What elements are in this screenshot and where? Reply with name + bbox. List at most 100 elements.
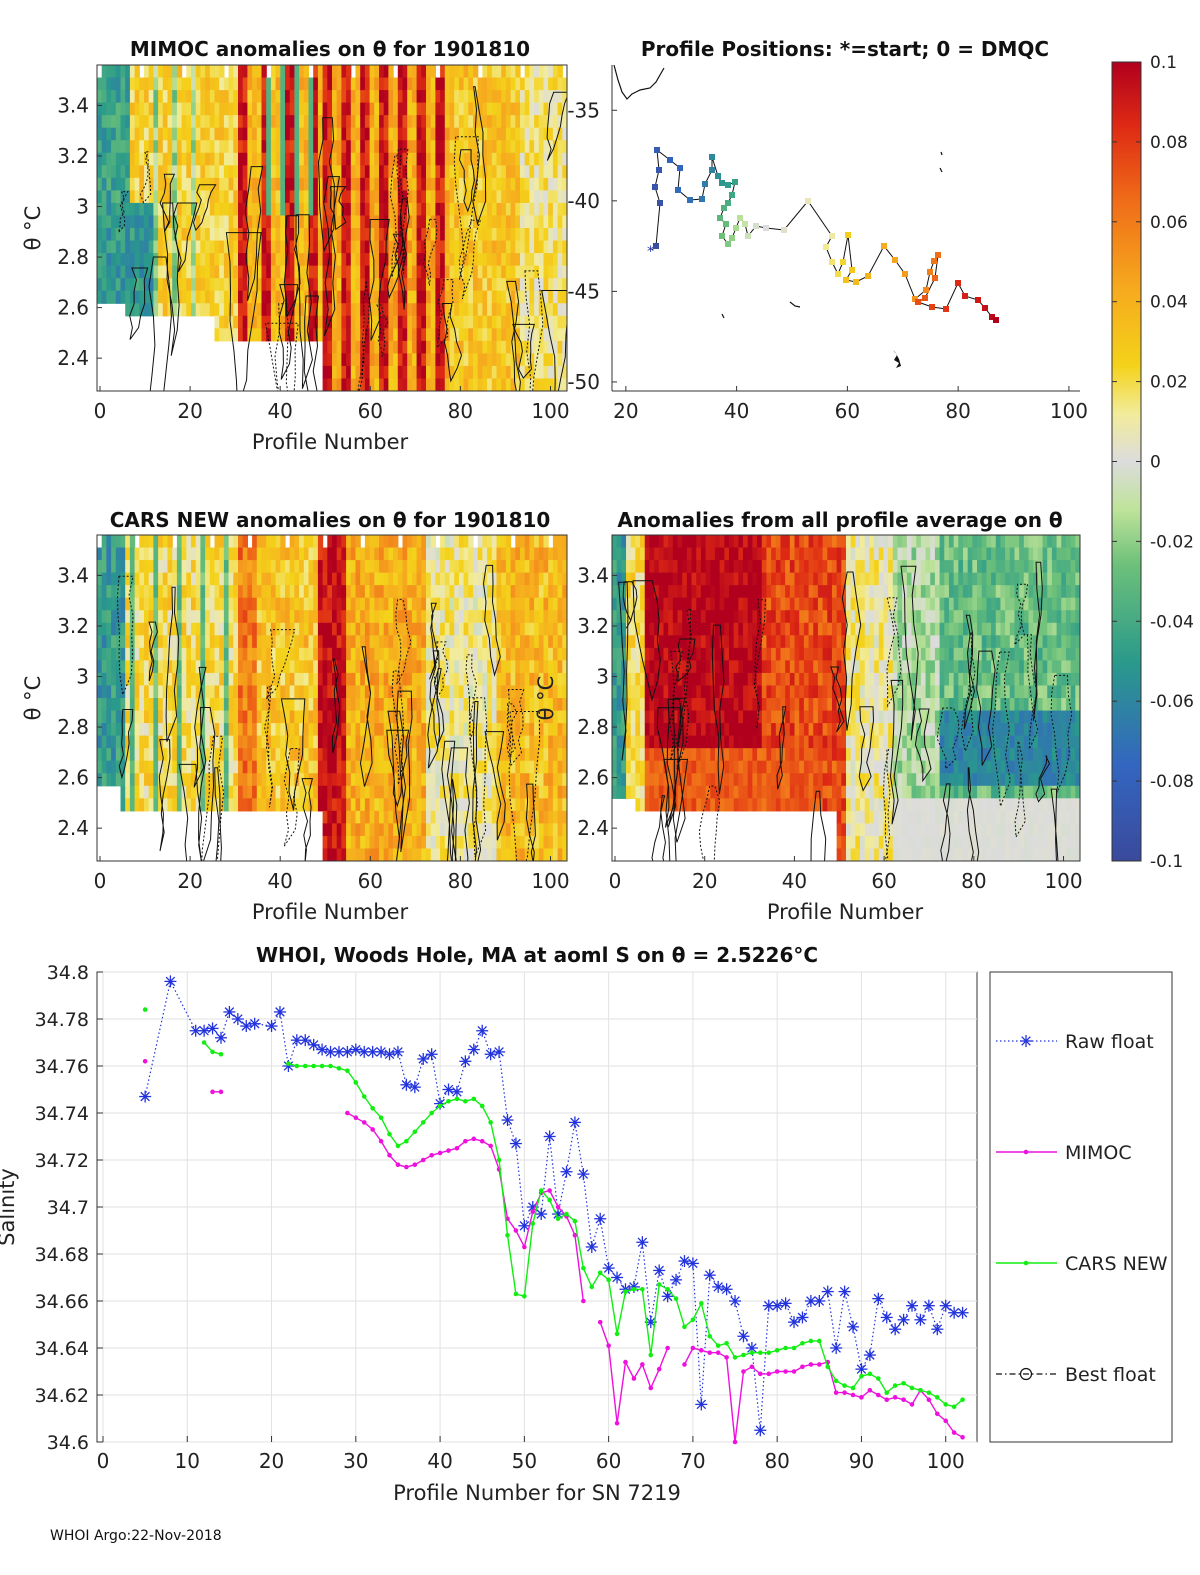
raw-float-point bbox=[518, 1219, 531, 1232]
raw-float-point bbox=[948, 1306, 961, 1319]
positions-panel: Profile Positions: *=start; 0 = DMQC * 2… bbox=[567, 37, 1088, 423]
raw-float-point bbox=[560, 1165, 573, 1178]
mimoc-point bbox=[859, 1395, 864, 1400]
raw-float-point bbox=[459, 1055, 472, 1068]
mimoc-point bbox=[682, 1362, 687, 1367]
cars-new-point bbox=[606, 1277, 611, 1283]
raw-float-point bbox=[939, 1299, 952, 1312]
raw-float-point bbox=[349, 1043, 362, 1056]
salinity-chart: WHOI, Woods Hole, MA at aoml S on θ = 2.… bbox=[0, 943, 1173, 1505]
legend-item-raw-float: Raw float bbox=[996, 1031, 1154, 1053]
salinity-series bbox=[139, 975, 969, 1445]
raw-float-point bbox=[670, 1273, 683, 1286]
cars-new-point bbox=[589, 1284, 595, 1290]
raw-float-point bbox=[307, 1038, 320, 1051]
x-tick-label: 90 bbox=[849, 1449, 874, 1473]
y-tick-label: 3.4 bbox=[57, 93, 89, 117]
cars-new-point bbox=[142, 1007, 148, 1012]
cars-new-point bbox=[572, 1218, 578, 1224]
profile-marker bbox=[725, 200, 731, 206]
cars-new-point bbox=[319, 1063, 325, 1069]
y-tick-label: 2.8 bbox=[57, 715, 89, 739]
raw-float-point bbox=[501, 1114, 514, 1127]
cars-new-point bbox=[412, 1129, 418, 1135]
mimoc-point bbox=[395, 1162, 401, 1167]
y-tick-label: 34.66 bbox=[35, 1291, 89, 1313]
profile-marker bbox=[781, 227, 787, 233]
cars-new-point bbox=[732, 1355, 738, 1360]
mimoc-point bbox=[623, 1359, 628, 1365]
raw-float-point bbox=[139, 1090, 152, 1103]
legend-label: MIMOC bbox=[1065, 1142, 1132, 1164]
cars-new-point bbox=[909, 1385, 915, 1391]
mimoc-point bbox=[513, 1228, 519, 1233]
cars-new-point bbox=[791, 1345, 797, 1351]
y-tick-label: 3.2 bbox=[577, 614, 609, 638]
cars-panel: CARS NEW anomalies on θ for 1901810 0 20 4… bbox=[21, 508, 570, 924]
cars-new-point bbox=[926, 1390, 932, 1395]
raw-float-point bbox=[568, 1116, 581, 1129]
salinity-ylabel: Salinity bbox=[0, 1168, 19, 1246]
y-tick-label: -35 bbox=[567, 98, 600, 122]
profile-marker bbox=[853, 279, 859, 285]
raw-float-point bbox=[956, 1306, 969, 1319]
profile-marker bbox=[955, 280, 961, 286]
cars-new-point bbox=[876, 1376, 881, 1381]
mimoc-panel: MIMOC anomalies on θ for 1901810 0 20 40 60… bbox=[21, 37, 570, 454]
mimoc-point bbox=[463, 1138, 468, 1144]
raw-float-point bbox=[240, 1020, 253, 1033]
raw-float-point bbox=[897, 1313, 910, 1326]
mimoc-point bbox=[488, 1143, 493, 1149]
profile-marker bbox=[721, 205, 727, 211]
raw-float-point bbox=[863, 1349, 876, 1362]
allavg-xlabel: Profile Number bbox=[767, 900, 924, 924]
cars-title: CARS NEW anomalies on θ for 1901810 bbox=[110, 508, 551, 532]
mimoc-point bbox=[783, 1369, 788, 1374]
profile-marker bbox=[840, 259, 846, 265]
profile-marker bbox=[715, 173, 721, 179]
x-tick-label: 20 bbox=[177, 399, 202, 423]
y-tick-label: 2.8 bbox=[57, 245, 89, 269]
y-tick-label: 34.62 bbox=[35, 1385, 89, 1407]
cars-new-point bbox=[437, 1103, 443, 1109]
raw-float-point bbox=[695, 1398, 708, 1411]
profile-marker bbox=[849, 267, 855, 273]
x-tick-label: 80 bbox=[448, 869, 473, 893]
x-tick-label: 40 bbox=[782, 869, 807, 893]
x-tick-label: 40 bbox=[267, 869, 292, 893]
x-tick-label: 20 bbox=[259, 1449, 284, 1473]
y-tick-label: 3.2 bbox=[57, 614, 89, 638]
cars-new-point bbox=[623, 1289, 628, 1294]
raw-float-point bbox=[1020, 1035, 1032, 1047]
cars-new-point bbox=[479, 1103, 485, 1109]
mimoc-xlabel: Profile Number bbox=[252, 430, 409, 454]
raw-float-point bbox=[585, 1240, 598, 1253]
x-tick-label: 60 bbox=[358, 399, 383, 423]
mimoc-point bbox=[530, 1209, 536, 1214]
cars-new-point bbox=[522, 1294, 527, 1299]
mimoc-point bbox=[690, 1345, 696, 1351]
mimoc-point bbox=[446, 1148, 451, 1153]
cars-new-point bbox=[581, 1265, 586, 1271]
mimoc-point bbox=[715, 1350, 721, 1355]
y-tick-label: 34.64 bbox=[35, 1338, 89, 1360]
mimoc-point bbox=[817, 1362, 822, 1367]
cars-new-point bbox=[833, 1378, 839, 1384]
cars-new-point bbox=[640, 1286, 645, 1292]
mimoc-point bbox=[732, 1439, 738, 1445]
raw-float-point bbox=[316, 1043, 329, 1056]
mimoc-point bbox=[387, 1153, 392, 1158]
profile-marker bbox=[935, 252, 941, 258]
x-tick-label: 80 bbox=[448, 399, 473, 423]
raw-float-point bbox=[922, 1299, 935, 1312]
mimoc-point bbox=[833, 1390, 839, 1395]
raw-float-point bbox=[450, 1085, 463, 1098]
raw-float-point bbox=[383, 1048, 396, 1061]
cars-new-point bbox=[758, 1350, 763, 1355]
mimoc-point bbox=[960, 1435, 965, 1440]
mimoc-point bbox=[631, 1376, 637, 1381]
raw-float-point bbox=[729, 1295, 742, 1307]
raw-float-point bbox=[214, 1031, 227, 1044]
cars-new-point bbox=[429, 1110, 434, 1116]
